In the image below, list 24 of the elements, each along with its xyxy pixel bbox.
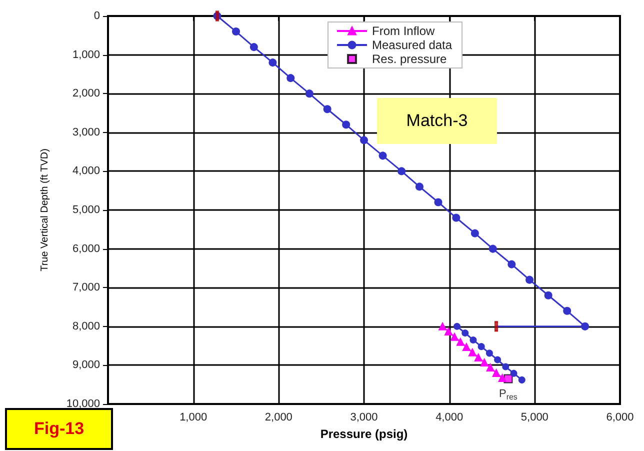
y-tick-label: 2,000 xyxy=(72,88,100,100)
y-tick-label: 10,000 xyxy=(66,398,100,410)
y-tick-label: 0 xyxy=(94,10,100,22)
x-tick-label: 3,000 xyxy=(350,412,378,424)
note-box: Fig-13 xyxy=(5,408,113,450)
x-tick-label: 5,000 xyxy=(520,412,548,424)
y-tick-label: 6,000 xyxy=(72,242,100,255)
y-tick-label: 8,000 xyxy=(72,320,100,332)
y-tick-label: 3,000 xyxy=(72,126,100,138)
x-tick-label: 4,000 xyxy=(436,412,464,424)
y-axis-title: True Vertical Depth (ft TVD) xyxy=(40,148,50,272)
y-tick-label: 1,000 xyxy=(72,48,100,61)
note-box: Match-3 xyxy=(377,98,497,144)
y-tick-label: 5,000 xyxy=(72,204,100,216)
y-tick-label: 9,000 xyxy=(72,359,100,372)
x-tick-label: 1,000 xyxy=(180,412,208,424)
legend-label: Measured data xyxy=(372,38,452,52)
x-tick-label: 6,000 xyxy=(606,412,634,424)
legend-label: Res. pressure xyxy=(372,52,448,66)
y-tick-label: 7,000 xyxy=(72,282,100,294)
x-tick-label: 2,000 xyxy=(264,412,292,424)
y-tick-label: 4,000 xyxy=(72,165,100,178)
legend-label: From Inflow xyxy=(372,24,436,38)
x-axis-title: Pressure (psig) xyxy=(320,427,408,441)
